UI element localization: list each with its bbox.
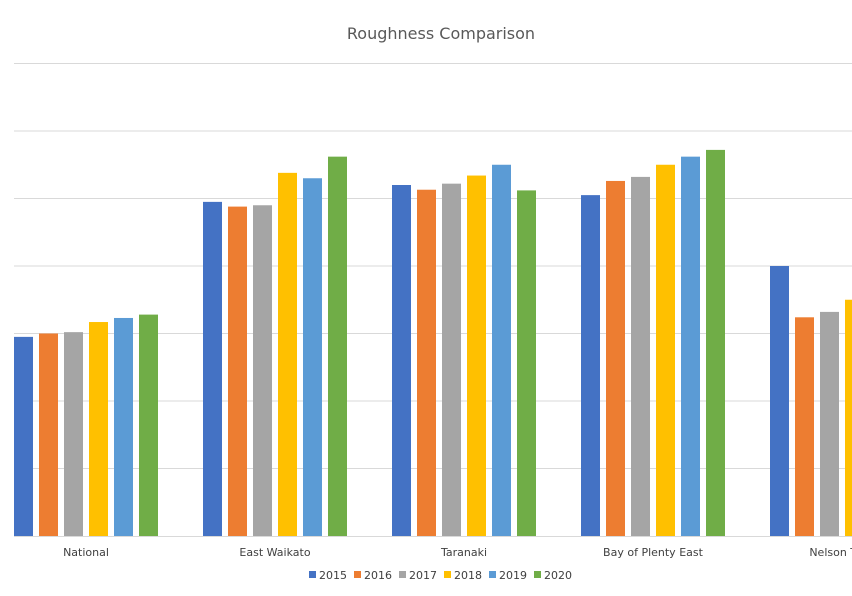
legend-swatch-2018 (444, 571, 451, 578)
bar-2018-bay-of-plenty-east (656, 165, 675, 536)
bar-2018-taranaki (467, 176, 486, 536)
legend-label-2020: 2020 (544, 569, 572, 582)
bar-2015-nelson-tasn (770, 266, 789, 536)
bar-2017-east-waikato (253, 205, 272, 536)
legend-swatch-2015 (309, 571, 316, 578)
legend-swatch-2020 (534, 571, 541, 578)
x-tick-label: Taranaki (440, 546, 487, 559)
legend-label-2015: 2015 (319, 569, 347, 582)
bar-2016-national (39, 334, 58, 537)
x-axis: National East Waikato Taranaki Bay of Plent… (14, 537, 852, 560)
bar-2019-taranaki (492, 165, 511, 536)
legend-swatch-2016 (354, 571, 361, 578)
bar-2020-national (139, 315, 158, 536)
bar-2020-bay-of-plenty-east (706, 150, 725, 536)
bar-2019-national (114, 318, 133, 536)
bar-2017-nelson-tasn (820, 312, 839, 536)
bars (14, 150, 852, 536)
bar-2018-nelson-tasn (845, 300, 852, 536)
bar-2016-taranaki (417, 190, 436, 536)
legend-swatch-2019 (489, 571, 496, 578)
legend-swatch-2017 (399, 571, 406, 578)
x-tick-label: National (63, 546, 109, 559)
legend-label-2017: 2017 (409, 569, 437, 582)
x-tick-label: Bay of Plenty East (603, 546, 704, 559)
bar-2017-taranaki (442, 184, 461, 536)
bar-2015-national (14, 337, 33, 536)
x-tick-label: Nelson Tasn (809, 546, 852, 559)
bar-2019-east-waikato (303, 178, 322, 536)
bar-2015-bay-of-plenty-east (581, 195, 600, 536)
bar-2020-east-waikato (328, 157, 347, 536)
bar-2016-east-waikato (228, 207, 247, 536)
bar-2016-bay-of-plenty-east (606, 181, 625, 536)
bar-2017-bay-of-plenty-east (631, 177, 650, 536)
bar-2019-bay-of-plenty-east (681, 157, 700, 536)
legend-label-2019: 2019 (499, 569, 527, 582)
bar-2017-national (64, 332, 83, 536)
bar-2018-east-waikato (278, 173, 297, 536)
bar-2015-taranaki (392, 185, 411, 536)
x-tick-label: East Waikato (239, 546, 310, 559)
legend: 2015 2016 2017 2018 2019 2020 (309, 569, 572, 582)
chart-title: Roughness Comparison (347, 24, 535, 43)
legend-label-2016: 2016 (364, 569, 392, 582)
bar-2015-east-waikato (203, 202, 222, 536)
bar-2018-national (89, 322, 108, 536)
bar-2020-taranaki (517, 190, 536, 536)
legend-label-2018: 2018 (454, 569, 482, 582)
bar-2016-nelson-tasn (795, 317, 814, 536)
